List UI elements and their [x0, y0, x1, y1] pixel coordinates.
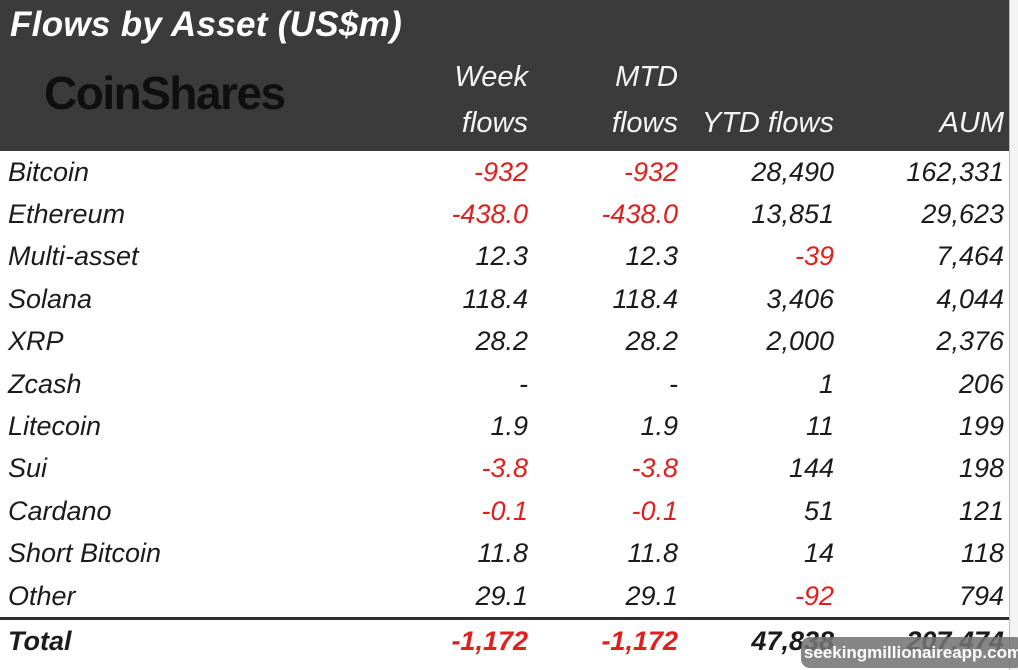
- col-header-aum: AUM: [939, 107, 1004, 139]
- table-header: Flows by Asset (US$m) CoinShares Week fl…: [0, 0, 1009, 151]
- asset-label: Bitcoin: [8, 156, 90, 187]
- table-row-ethereum: Ethereum -438.0 -438.0 13,851 29,623: [0, 193, 1009, 235]
- week-flows-value: -0.1: [481, 495, 528, 526]
- right-margin-strip: [1009, 0, 1018, 670]
- table-row-other: Other 29.1 29.1 -92 794: [0, 575, 1009, 617]
- ytd-flows-value: -92: [794, 580, 834, 611]
- total-label: Total: [8, 625, 72, 656]
- mtd-flows-value: 28.2: [625, 326, 678, 357]
- watermark-badge: seekingmillionaireapp.com: [801, 637, 1018, 668]
- mtd-flows-value: 11.8: [627, 538, 678, 569]
- aum-value: 198: [958, 453, 1004, 484]
- asset-label: Solana: [8, 283, 93, 314]
- aum-value: 29,623: [921, 199, 1004, 230]
- asset-label: Multi-asset: [8, 241, 139, 272]
- ytd-flows-value: -39: [794, 241, 834, 272]
- week-flows-value: 28.2: [475, 326, 528, 357]
- aum-value: 794: [958, 580, 1004, 611]
- ytd-flows-value: 14: [803, 538, 834, 569]
- table-body: Bitcoin -932 -932 28,490 162,331 Ethereu…: [0, 151, 1009, 662]
- week-flows-value: 29.1: [475, 580, 528, 611]
- ytd-flows-value: 51: [803, 495, 834, 526]
- ytd-flows-value: 13,851: [751, 199, 834, 230]
- ytd-flows-value: 3,406: [766, 283, 834, 314]
- table-row-total: Total -1,172 -1,172 47,838 207,474: [0, 617, 1009, 662]
- ytd-flows-value: 11: [805, 411, 834, 442]
- table-row-xrp: XRP 28.2 28.2 2,000 2,376: [0, 321, 1009, 363]
- ytd-flows-value: 28,490: [751, 156, 834, 187]
- aum-value: 199: [958, 411, 1004, 442]
- week-flows-value: -932: [473, 156, 528, 187]
- total-mtd-flows-value: -1,172: [601, 625, 678, 656]
- asset-label: XRP: [8, 326, 64, 357]
- col-header-ytd-flows: YTD flows: [701, 107, 834, 139]
- mtd-flows-value: -3.8: [631, 453, 678, 484]
- aum-value: 7,464: [936, 241, 1004, 272]
- week-flows-value: -: [519, 368, 528, 399]
- col-header-week-flows: Week flows: [454, 61, 528, 139]
- column-headers: Week flows MTD flows YTD flows AUM: [0, 54, 1009, 146]
- table-row-short-bitcoin: Short Bitcoin 11.8 11.8 14 118: [0, 533, 1009, 575]
- asset-label: Other: [8, 580, 76, 611]
- mtd-flows-value: -932: [623, 156, 678, 187]
- mtd-flows-value: -438.0: [601, 199, 678, 230]
- table-row-cardano: Cardano -0.1 -0.1 51 121: [0, 490, 1009, 532]
- coinshares-logo: CoinShares: [44, 67, 286, 119]
- week-flows-value: -438.0: [451, 199, 528, 230]
- mtd-flows-value: 118.4: [612, 283, 678, 314]
- aum-value: 4,044: [936, 283, 1004, 314]
- asset-label: Zcash: [8, 368, 82, 399]
- aum-value: 206: [958, 368, 1004, 399]
- mtd-flows-value: 1.9: [640, 411, 678, 442]
- asset-label: Short Bitcoin: [8, 538, 162, 569]
- page-title: Flows by Asset (US$m): [10, 5, 403, 44]
- mtd-flows-value: 12.3: [625, 241, 678, 272]
- aum-value: 118: [960, 538, 1004, 569]
- week-flows-value: 12.3: [475, 241, 528, 272]
- week-flows-value: 118.4: [462, 283, 528, 314]
- aum-value: 162,331: [906, 156, 1004, 187]
- ytd-flows-value: 2,000: [766, 326, 834, 357]
- asset-label: Sui: [8, 453, 48, 484]
- table-row-zcash: Zcash - - 1 206: [0, 363, 1009, 405]
- table-row-sui: Sui -3.8 -3.8 144 198: [0, 448, 1009, 490]
- aum-value: 2,376: [936, 326, 1004, 357]
- mtd-flows-value: -0.1: [631, 495, 678, 526]
- asset-label: Litecoin: [8, 411, 102, 442]
- table-row-solana: Solana 118.4 118.4 3,406 4,044: [0, 278, 1009, 320]
- mtd-flows-value: -: [669, 368, 678, 399]
- total-week-flows-value: -1,172: [451, 625, 528, 656]
- asset-label: Cardano: [8, 495, 112, 526]
- table-row-litecoin: Litecoin 1.9 1.9 11 199: [0, 405, 1009, 447]
- aum-value: 121: [958, 495, 1004, 526]
- week-flows-value: 11.8: [477, 538, 528, 569]
- mtd-flows-value: 29.1: [625, 580, 678, 611]
- table-row-bitcoin: Bitcoin -932 -932 28,490 162,331: [0, 151, 1009, 193]
- col-header-mtd-flows: MTD flows: [611, 61, 678, 139]
- table-row-multi-asset: Multi-asset 12.3 12.3 -39 7,464: [0, 236, 1009, 278]
- asset-label: Ethereum: [8, 199, 126, 230]
- ytd-flows-value: 1: [818, 368, 834, 399]
- ytd-flows-value: 144: [788, 453, 834, 484]
- week-flows-value: -3.8: [481, 453, 528, 484]
- week-flows-value: 1.9: [490, 411, 528, 442]
